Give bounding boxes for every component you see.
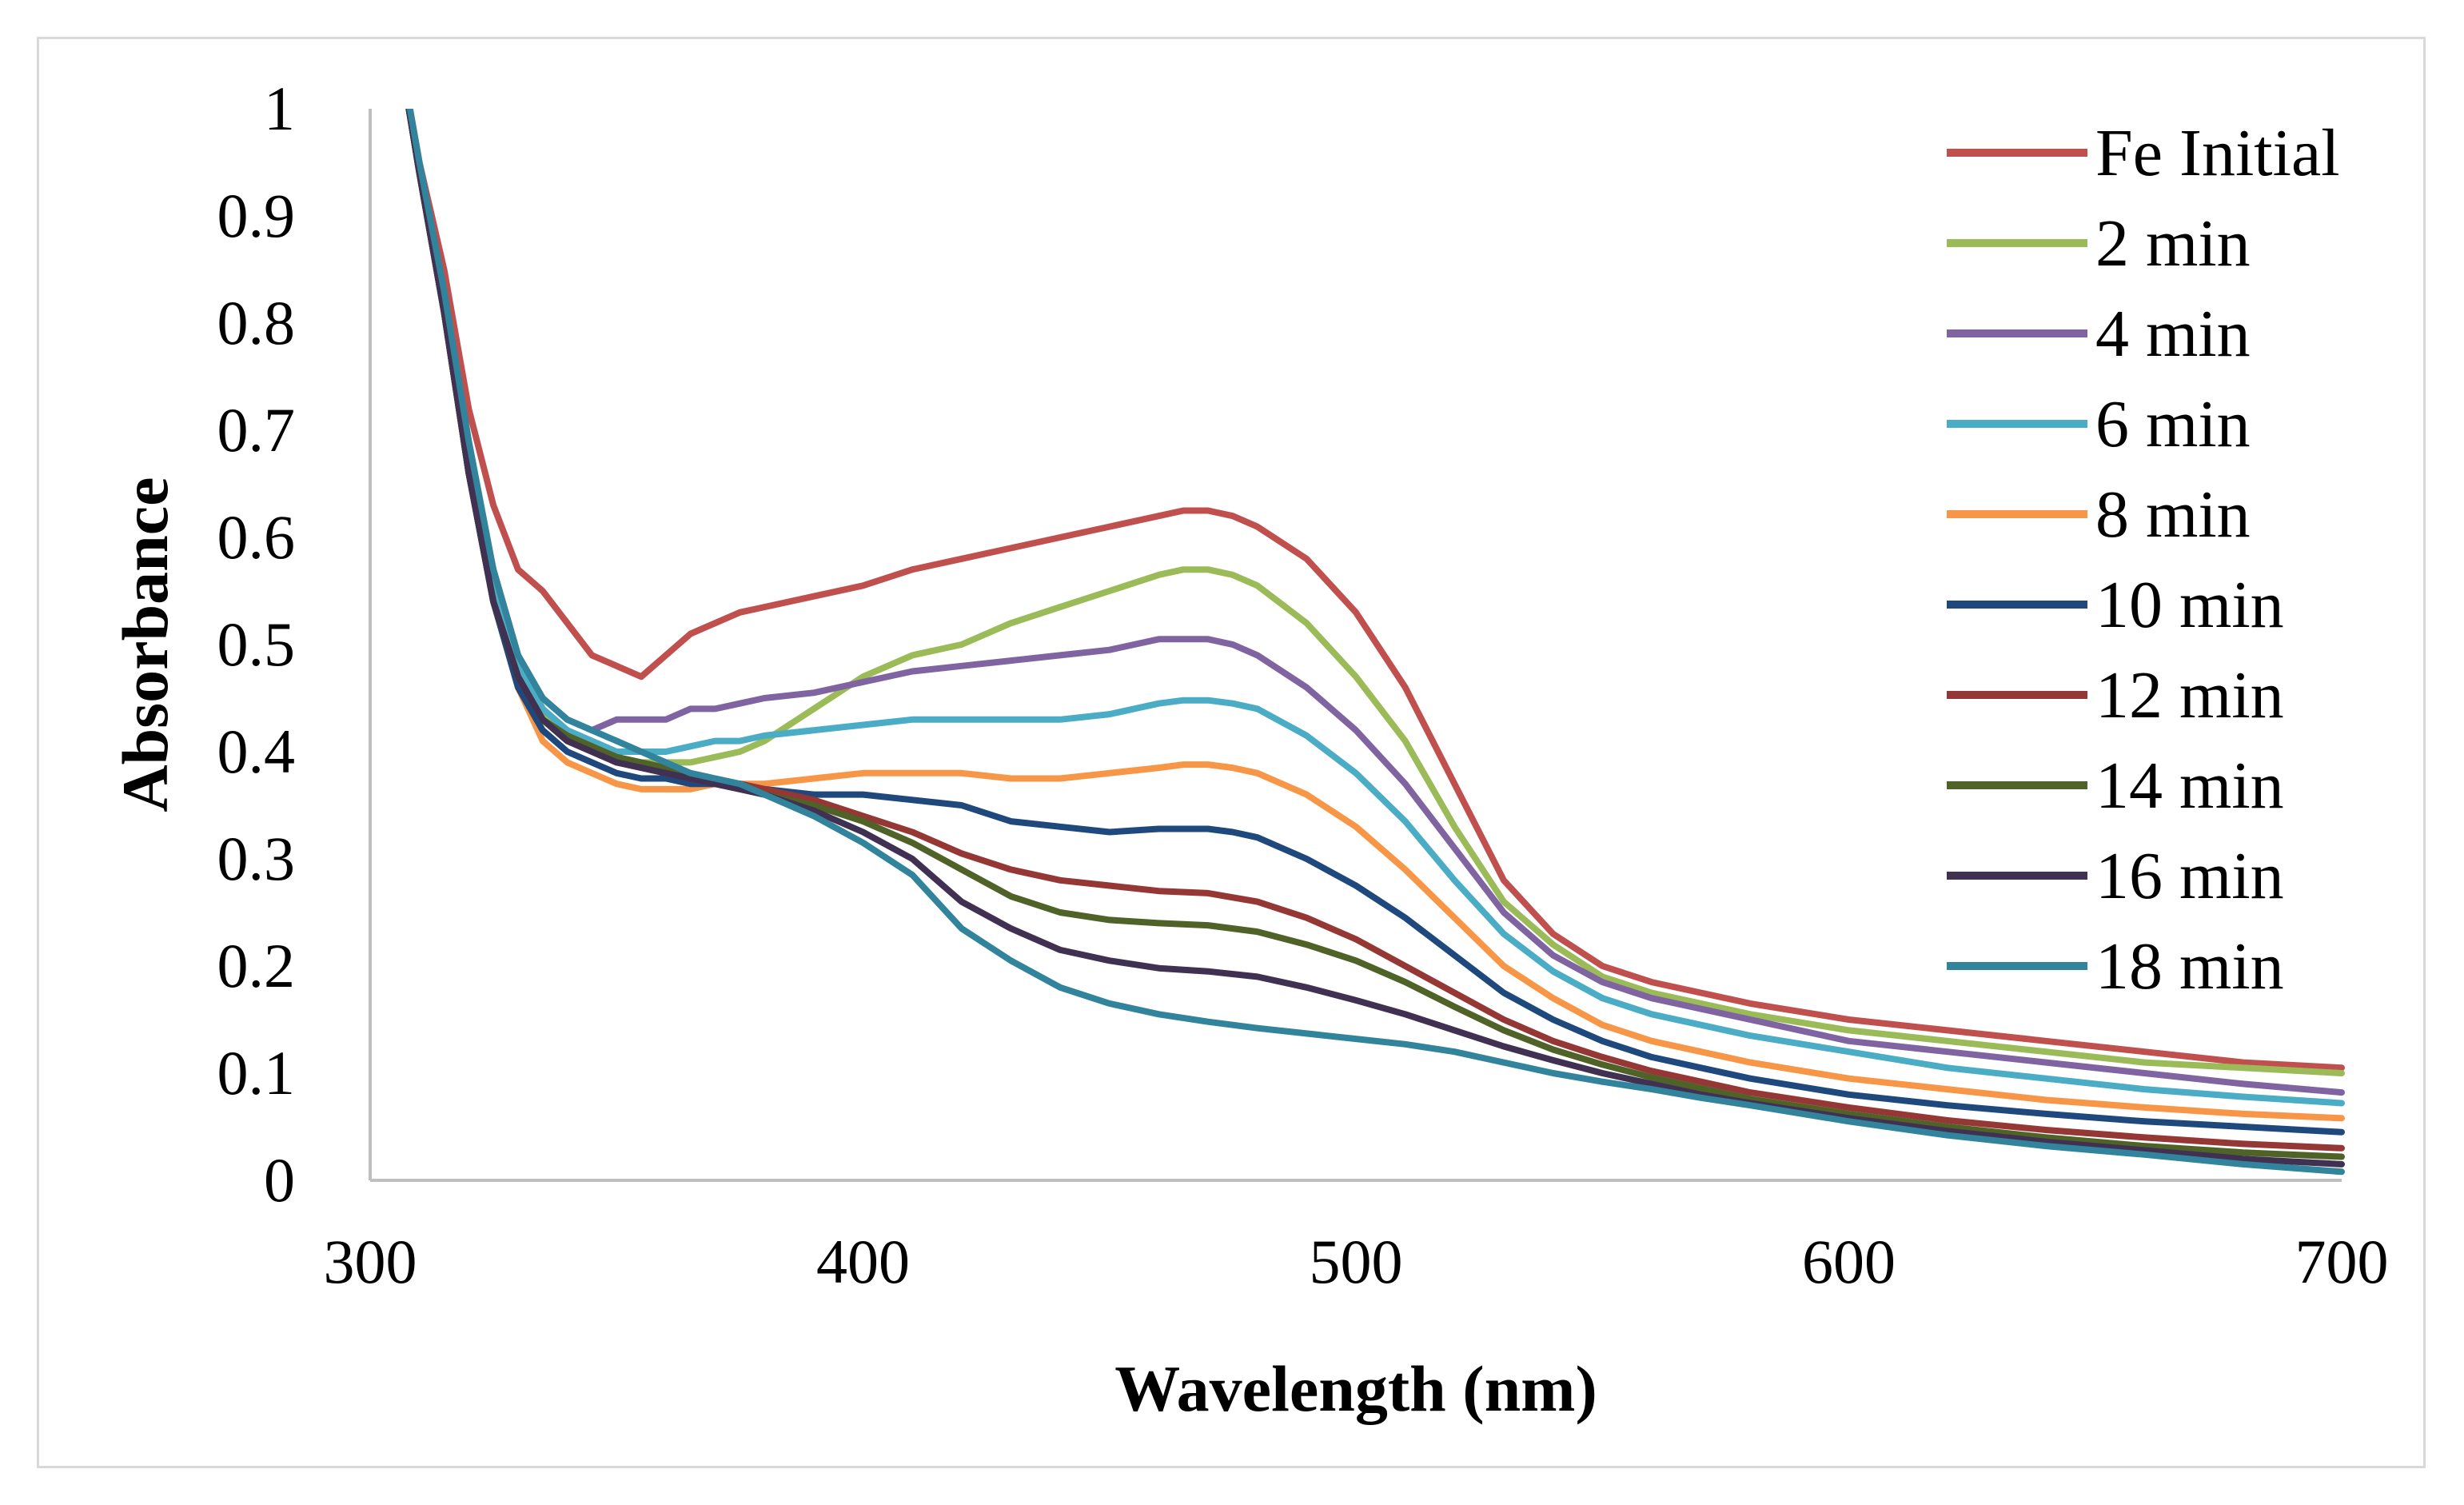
legend-label: 10 min (2095, 568, 2284, 642)
x-tick-label: 600 (1802, 1227, 1896, 1296)
legend-label: 6 min (2095, 387, 2251, 461)
y-axis-title: Absorbance (109, 477, 181, 812)
y-tick-label: 0 (264, 1145, 295, 1215)
legend-label: 16 min (2095, 839, 2284, 913)
x-tick-label: 500 (1310, 1227, 1403, 1296)
legend-label: 8 min (2095, 477, 2251, 552)
series-line-0 (406, 109, 2345, 1072)
y-tick-label: 0.7 (217, 395, 296, 465)
x-tick-label: 700 (2295, 1227, 2389, 1296)
chart-svg: 0 0.1 0.2 0.3 0.4 0.5 0.6 0.7 0.8 0.9 1 300 400 500 6… (109, 74, 2389, 1425)
y-tick-labels: 0 0.1 0.2 0.3 0.4 0.5 0.6 0.7 0.8 0.9 1 (217, 74, 296, 1215)
x-tick-labels: 300 400 500 600 700 (324, 1227, 2389, 1296)
legend-label: 2 min (2095, 206, 2251, 281)
legend-label: 12 min (2095, 658, 2284, 733)
series-line-3 (405, 109, 2345, 1107)
y-tick-label: 0.6 (217, 502, 296, 572)
legend-label: 14 min (2095, 749, 2284, 823)
series-line-9 (406, 109, 2345, 1176)
series-line-6 (405, 109, 2345, 1152)
y-tick-label: 1 (264, 74, 295, 143)
legend-label: 4 min (2095, 297, 2251, 371)
series-line-7 (405, 109, 2345, 1160)
y-tick-label: 0.3 (217, 824, 296, 893)
y-tick-label: 0.4 (217, 717, 296, 786)
series-line-4 (405, 109, 2345, 1122)
y-tick-label: 0.9 (217, 181, 296, 250)
chart-frame: 0 0.1 0.2 0.3 0.4 0.5 0.6 0.7 0.8 0.9 1 300 400 500 6… (37, 37, 2426, 1468)
series-line-5 (405, 109, 2345, 1136)
x-tick-label: 400 (816, 1227, 910, 1296)
y-tick-label: 0.5 (217, 609, 296, 679)
y-tick-label: 0.2 (217, 931, 296, 1000)
series-line-2 (405, 109, 2345, 1096)
x-tick-label: 300 (324, 1227, 417, 1296)
legend-label: Fe Initial (2095, 116, 2340, 190)
series-line-1 (405, 109, 2345, 1076)
y-tick-label: 0.8 (217, 288, 296, 357)
y-tick-label: 0.1 (217, 1038, 296, 1108)
legend-label: 18 min (2095, 929, 2284, 1004)
legend: Fe Initial 2 min 4 min 6 min 8 min 10 min 12 m… (1947, 116, 2340, 1004)
series-lines (405, 109, 2345, 1176)
x-axis-title: Wavelength (nm) (1114, 1352, 1597, 1425)
